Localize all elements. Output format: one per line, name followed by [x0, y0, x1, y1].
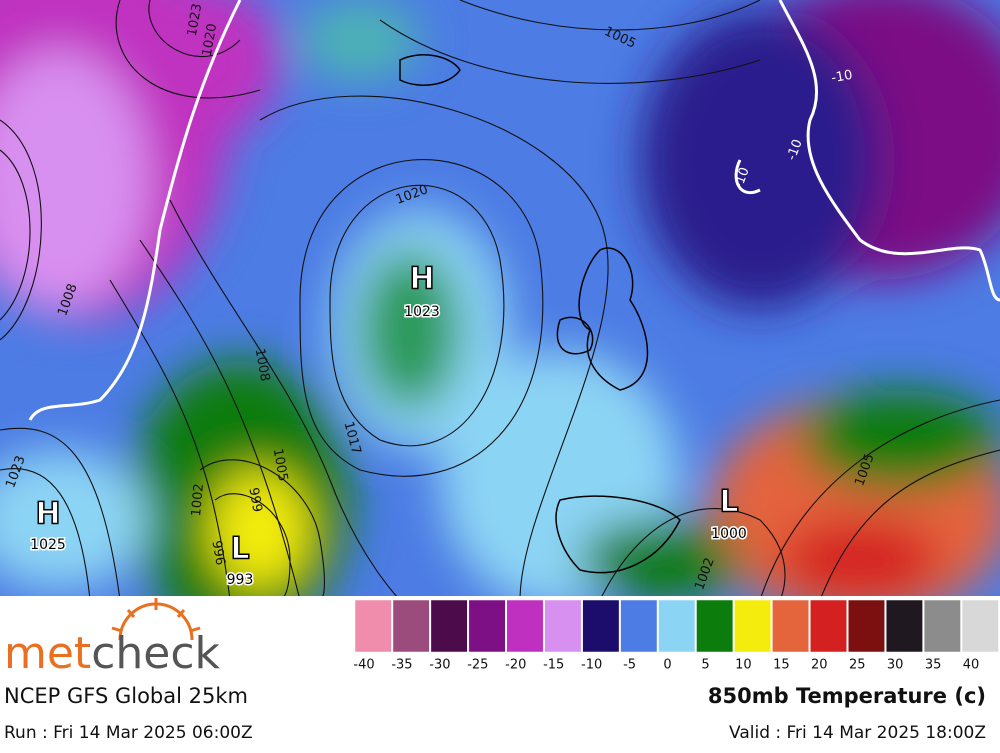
contour-label: 1002	[189, 483, 207, 517]
pressure-symbol: H	[409, 262, 434, 297]
legend-label: -10	[581, 658, 602, 673]
contour-label: 1020	[200, 22, 221, 57]
pressure-value: 1025	[30, 537, 66, 553]
legend-swatch	[620, 599, 658, 653]
legend-swatch	[810, 599, 847, 653]
contour-label: 999	[245, 486, 264, 513]
contour-label: -10	[784, 137, 805, 162]
legend-label: 40	[963, 658, 980, 673]
legend-swatch	[468, 599, 506, 653]
legend-swatch	[430, 599, 468, 653]
legend-label: -25	[467, 658, 488, 673]
legend-label: 5	[701, 658, 709, 673]
legend-label: -15	[543, 658, 564, 673]
legend: -40 -35 -30 -25 -20 -15 -10 -5 0 5 10 15 20 25 30 35 40	[353, 599, 999, 673]
legend-swatch	[354, 599, 392, 653]
legend-swatch	[582, 599, 620, 653]
run-time: Run : Fri 14 Mar 2025 06:00Z	[4, 723, 253, 743]
map	[0, 0, 1000, 596]
contour-label: 1005	[270, 447, 291, 482]
legend-swatch	[885, 599, 923, 653]
legend-label: 20	[811, 658, 828, 673]
legend-swatch	[506, 599, 544, 653]
pressure-symbol: L	[230, 532, 249, 567]
model-name: NCEP GFS Global 25km	[4, 684, 248, 708]
pressure-value: 1000	[711, 526, 747, 542]
valid-time: Valid : Fri 14 Mar 2025 18:00Z	[729, 723, 986, 743]
legend-swatch	[544, 599, 582, 653]
logo-met: met	[4, 628, 91, 679]
logo-check: check	[91, 628, 220, 679]
legend-label: 30	[887, 658, 904, 673]
legend-swatch	[847, 599, 885, 653]
product-title: 850mb Temperature (c)	[708, 684, 986, 708]
legend-label: 10	[735, 658, 752, 673]
legend-swatch	[961, 599, 999, 653]
legend-swatch	[658, 599, 696, 653]
legend-label: -20	[505, 658, 526, 673]
legend-label: -5	[623, 658, 636, 673]
pressure-symbol: H	[35, 497, 60, 532]
legend-swatch	[392, 599, 430, 653]
contour-label: 1008	[252, 347, 273, 382]
pressure-value: 1023	[404, 304, 440, 320]
logo-text: metcheck	[4, 628, 221, 679]
logo: metcheck	[4, 598, 221, 679]
legend-label: -30	[429, 658, 450, 673]
legend-swatch	[734, 599, 772, 653]
pressure-symbol: L	[719, 485, 738, 520]
legend-label: 0	[663, 658, 671, 673]
contour-label: 996	[208, 539, 227, 566]
legend-swatch	[923, 599, 961, 653]
legend-label: 25	[849, 658, 866, 673]
contour-label: -10	[830, 68, 854, 86]
legend-swatch	[696, 599, 734, 653]
legend-label: 15	[773, 658, 790, 673]
legend-label: 35	[925, 658, 942, 673]
contour-label: 1023	[185, 2, 206, 37]
legend-label: -40	[353, 658, 374, 673]
legend-swatch	[772, 599, 810, 653]
pressure-value: 993	[227, 572, 254, 588]
legend-label: -35	[391, 658, 412, 673]
contour-label: -10	[731, 165, 752, 190]
